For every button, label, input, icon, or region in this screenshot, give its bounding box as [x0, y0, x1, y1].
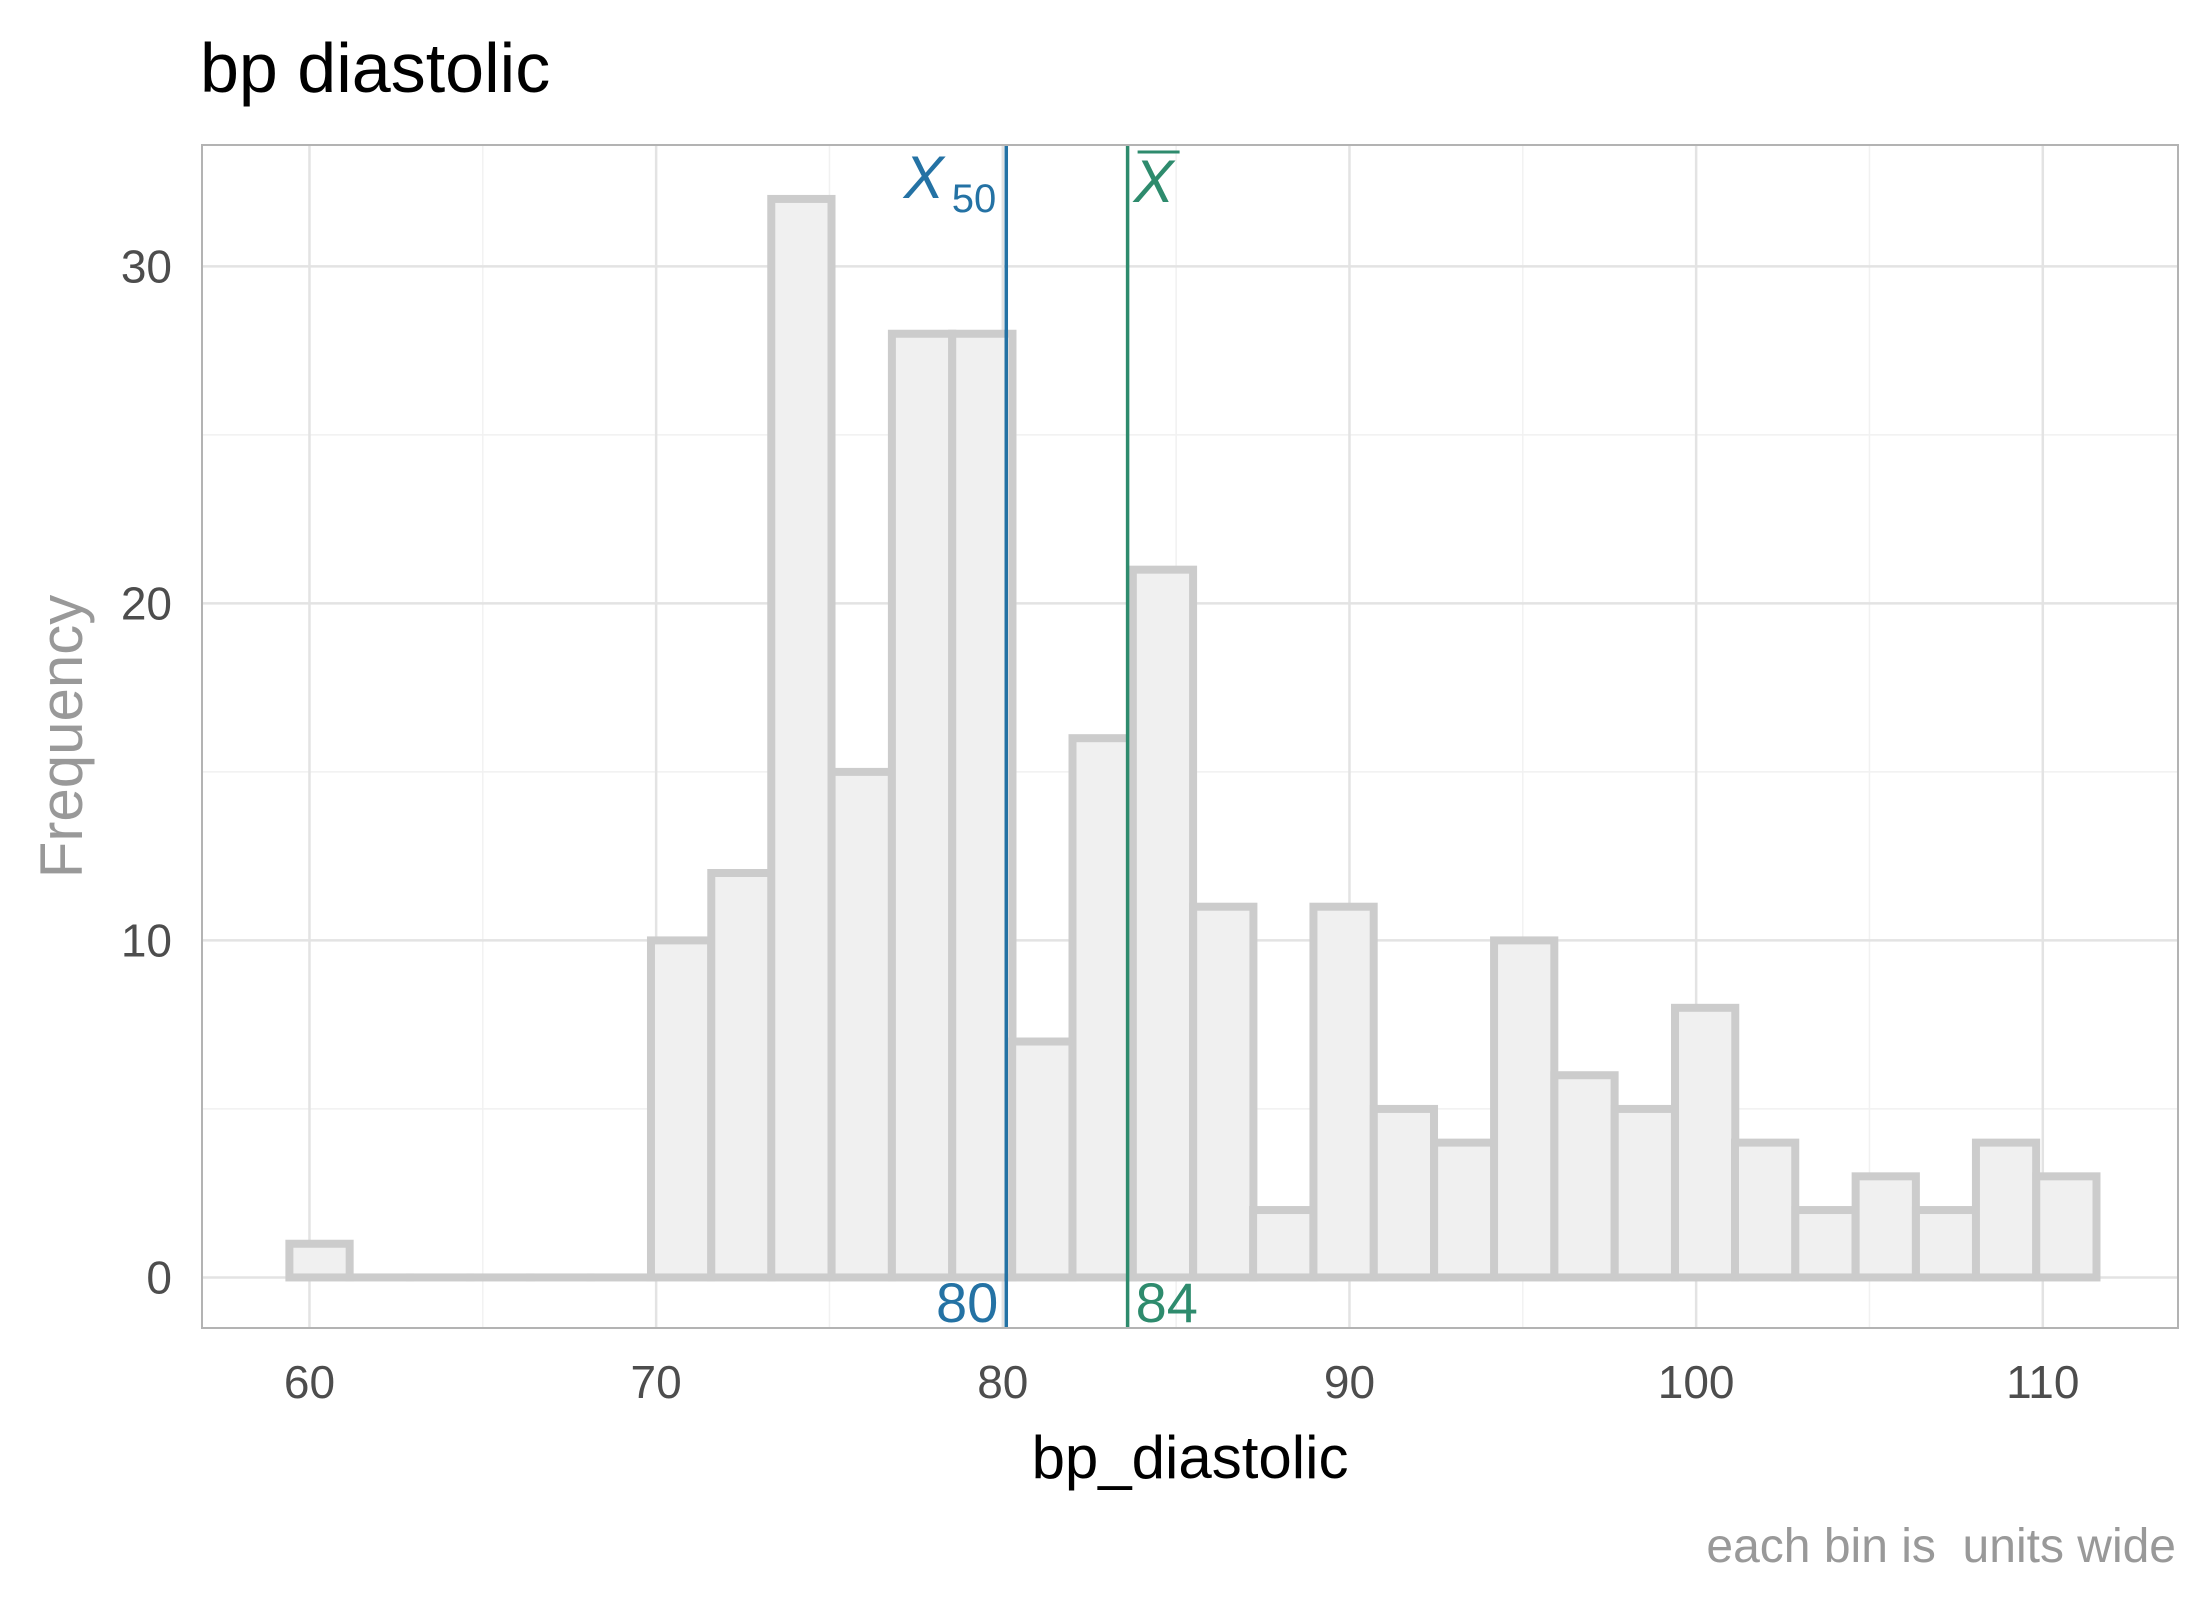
- histogram-bar: [1189, 902, 1258, 1282]
- y-axis-ticks: 0 10 20 30: [121, 240, 172, 1303]
- histogram-bar: [2032, 1172, 2101, 1282]
- histogram-bar: [1550, 1071, 1619, 1282]
- median-symbol-label: X 50: [902, 144, 997, 221]
- histogram-bar: [1249, 1206, 1318, 1282]
- chart-title: bp diastolic: [200, 29, 550, 107]
- x-tick-label: 100: [1658, 1356, 1735, 1408]
- x-tick-label: 60: [284, 1356, 335, 1408]
- histogram-bar: [1369, 1104, 1439, 1282]
- histogram-bar: [1911, 1206, 1981, 1282]
- histogram-bar: [285, 1239, 354, 1282]
- histogram-bar: [707, 869, 776, 1282]
- plot-panel: X 50 80 X 84: [201, 144, 2179, 1334]
- histogram-bar: [1008, 1037, 1077, 1282]
- x-tick-label: 90: [1324, 1356, 1375, 1408]
- median-value-label: 80: [936, 1271, 998, 1334]
- histogram-bar: [646, 936, 716, 1282]
- panel-border: [201, 144, 2179, 1329]
- x-tick-label: 80: [977, 1356, 1028, 1408]
- x-axis-ticks: 60 70 80 90 100 110: [284, 1356, 2080, 1408]
- histogram-bar: [1971, 1138, 2041, 1282]
- mean-value-label: 84: [1136, 1271, 1198, 1334]
- histogram-bar: [948, 329, 1017, 1282]
- histogram-bars: [285, 194, 2101, 1282]
- histogram-bar: [1671, 1003, 1740, 1282]
- histogram-bar: [1610, 1104, 1679, 1282]
- histogram-bar: [1068, 734, 1137, 1282]
- reference-lines: X 50 80 X 84: [902, 144, 1198, 1334]
- histogram-bar: [1128, 565, 1198, 1282]
- histogram-bar: [827, 767, 896, 1282]
- caption: each bin is units wide: [1706, 1520, 2176, 1573]
- histogram-bar: [1791, 1206, 1860, 1282]
- x-tick-label: 70: [631, 1356, 682, 1408]
- histogram-bar: [1490, 936, 1559, 1282]
- mean-symbol-label: X: [1132, 148, 1176, 215]
- y-tick-label: 30: [121, 240, 172, 292]
- histogram-bar: [767, 194, 836, 1282]
- histogram-bar: [1730, 1138, 1800, 1282]
- y-axis-label: Frequency: [28, 595, 95, 878]
- y-tick-label: 0: [146, 1251, 172, 1303]
- x-axis-label: bp_diastolic: [1032, 1424, 1349, 1491]
- x-tick-label: 110: [2006, 1356, 2079, 1408]
- histogram-bar: [1851, 1172, 1920, 1282]
- y-tick-label: 20: [121, 577, 172, 629]
- histogram-bar: [1309, 902, 1378, 1282]
- y-tick-label: 10: [121, 914, 172, 966]
- histogram-bar: [887, 329, 957, 1282]
- histogram-bar: [1430, 1138, 1499, 1282]
